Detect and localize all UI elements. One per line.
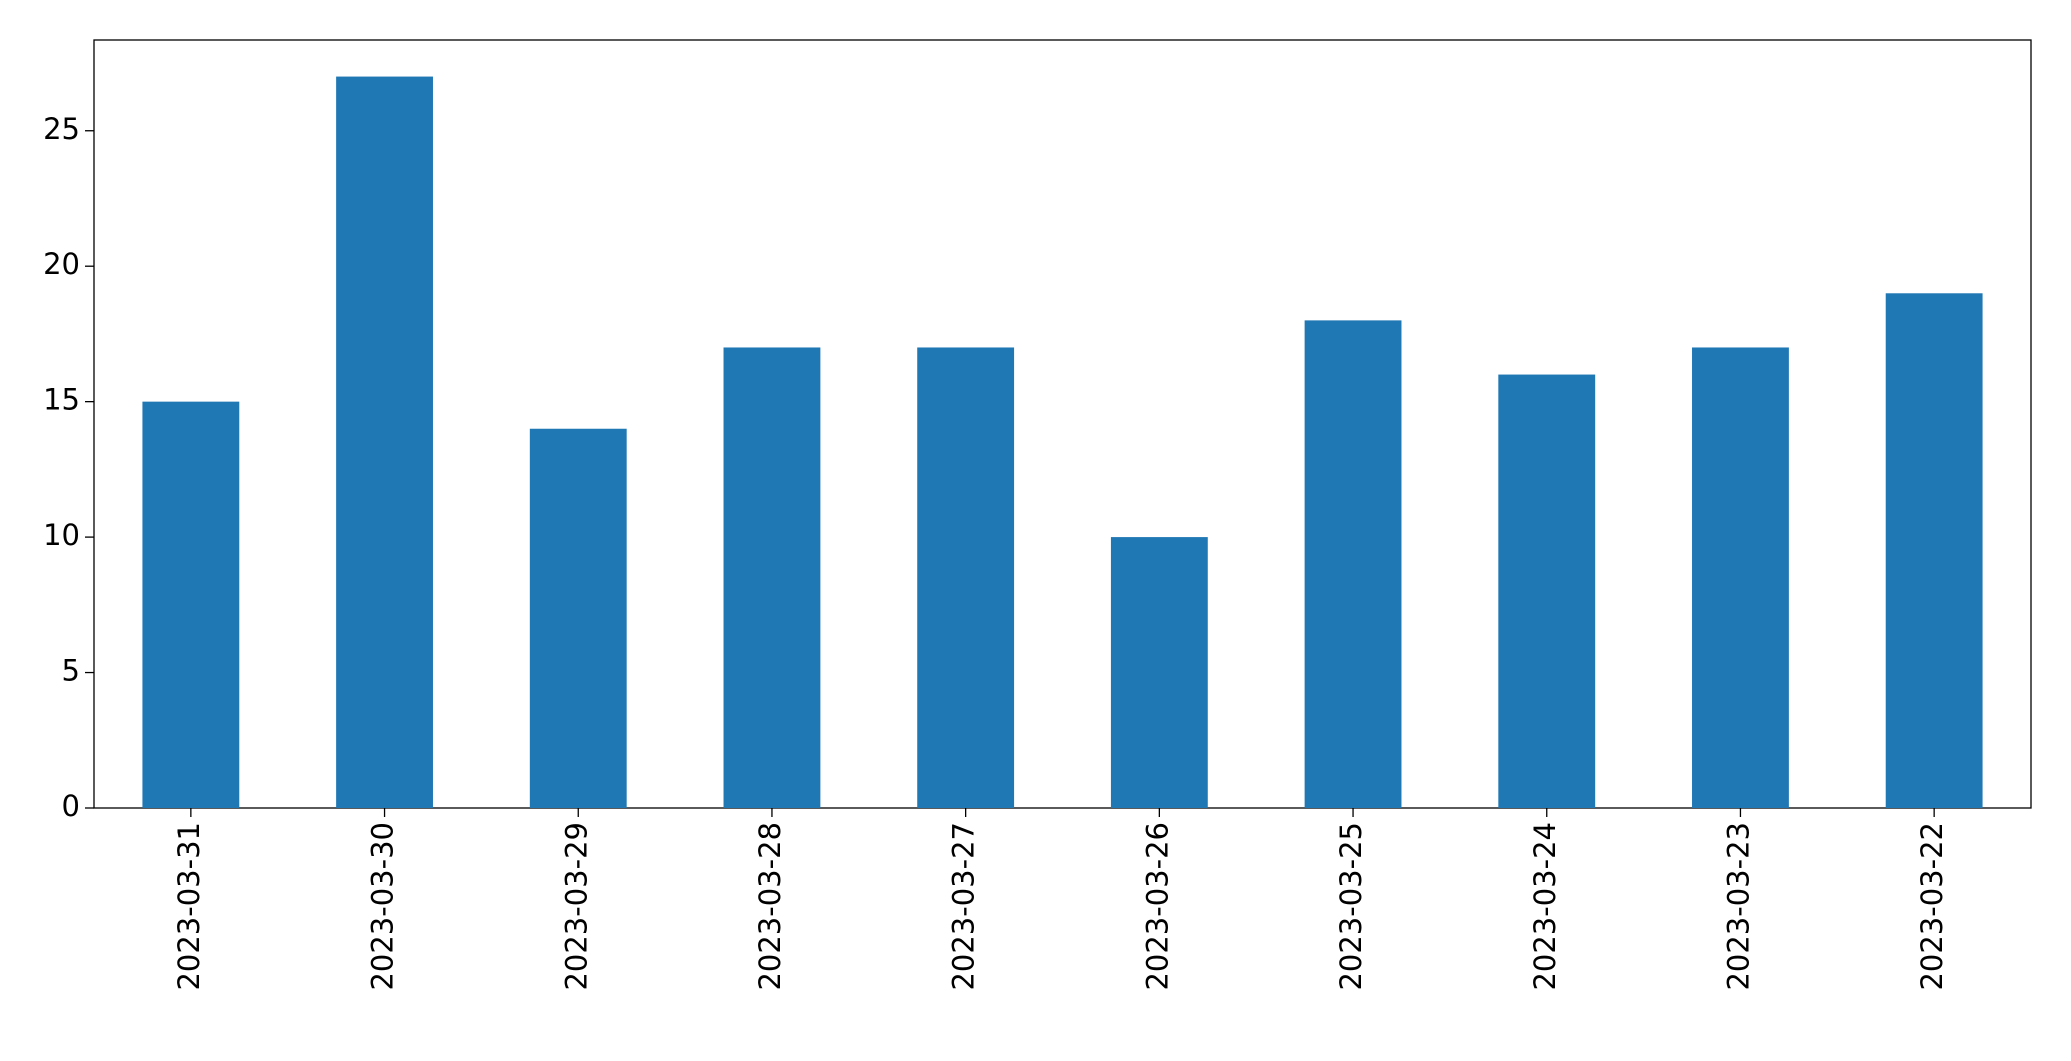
y-tick-label: 25 [43,112,80,146]
bar [1498,374,1596,808]
x-tick-label: 2023-03-23 [1721,822,1755,991]
x-tick-label: 2023-03-29 [559,822,593,991]
bar [917,347,1015,808]
x-tick-label: 2023-03-30 [366,822,400,991]
bar [142,401,240,808]
bar [1110,537,1208,808]
plot-frame [93,39,2032,809]
y-tick-label: 5 [62,654,80,688]
x-tick-label: 2023-03-26 [1140,822,1174,991]
bar [723,347,821,808]
y-tick-label: 20 [43,247,80,281]
bar [336,76,433,809]
bar [1885,293,1983,808]
y-tick-label: 0 [62,789,80,823]
x-tick-label: 2023-03-28 [753,822,787,991]
y-tick-label: 10 [43,518,80,552]
x-tick-label: 2023-03-31 [172,822,206,991]
x-tick-label: 2023-03-25 [1334,822,1368,991]
bar [529,428,627,808]
x-tick-label: 2023-03-27 [947,822,981,991]
x-tick-label: 2023-03-22 [1915,822,1949,991]
x-tick-label: 2023-03-24 [1528,822,1562,991]
y-tick-label: 15 [43,383,80,417]
bar [1692,347,1789,808]
bar [1304,320,1402,808]
